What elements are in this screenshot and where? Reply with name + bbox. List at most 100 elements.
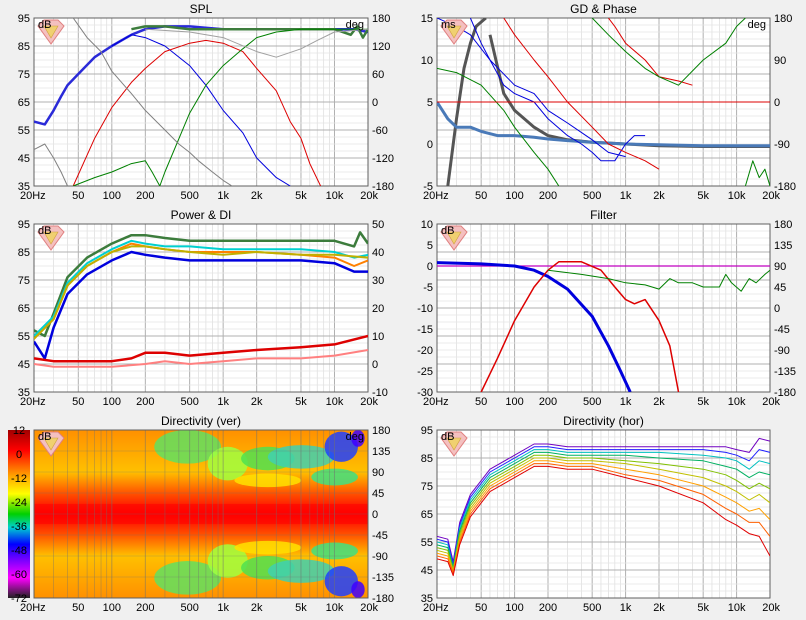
y2-tick-label: 180 <box>774 13 792 25</box>
x-tick-label: 10k <box>326 190 344 202</box>
x-tick-label: 100 <box>103 602 121 614</box>
y-tick-label: 65 <box>18 97 30 109</box>
y2-tick-label: 90 <box>774 261 786 273</box>
y-unit-label: dB <box>38 225 51 237</box>
x-tick-label: 20Hz <box>423 602 449 614</box>
y2-tick-label: 40 <box>372 247 384 259</box>
series-line <box>437 457 770 571</box>
series-line <box>131 25 368 39</box>
y2-tick-label: 180 <box>774 219 792 231</box>
y2-tick-label: -135 <box>372 572 394 584</box>
series-line <box>503 18 660 170</box>
y-tick-label: -5 <box>423 181 433 193</box>
y-tick-label: 0 <box>427 261 433 273</box>
x-tick-label: 100 <box>505 190 523 202</box>
y-tick-label: 45 <box>421 565 433 577</box>
y2-tick-label: 180 <box>372 425 390 437</box>
x-tick-label: 20k <box>360 602 378 614</box>
y-tick-label: -5 <box>423 282 433 294</box>
colorbar-tick: -36 <box>11 521 27 533</box>
x-tick-label: 2k <box>251 396 263 408</box>
heatmap-lobe <box>351 581 365 598</box>
y2-tick-label: -90 <box>774 345 790 357</box>
panel-title: GD & Phase <box>570 2 637 16</box>
y2-tick-label: 180 <box>372 13 390 25</box>
y2-tick-label: 90 <box>774 55 786 67</box>
x-tick-label: 20Hz <box>20 396 46 408</box>
y2-tick-label: -90 <box>372 551 388 563</box>
y-tick-label: 10 <box>421 55 433 67</box>
x-tick-label: 2k <box>251 602 263 614</box>
colorbar-tick: 12 <box>13 425 25 437</box>
y2-unit-label: deg <box>748 19 766 31</box>
y-unit-label: ms <box>441 19 456 31</box>
y-tick-label: 75 <box>421 481 433 493</box>
y2-tick-label: 0 <box>774 303 780 315</box>
y2-tick-label: -60 <box>372 125 388 137</box>
y-tick-label: -15 <box>417 324 433 336</box>
x-tick-label: 10k <box>728 190 746 202</box>
y2-tick-label: 0 <box>774 97 780 109</box>
x-tick-label: 500 <box>583 396 601 408</box>
x-tick-label: 100 <box>505 602 523 614</box>
series-line <box>437 460 770 574</box>
series-line <box>72 18 233 186</box>
series-line <box>437 67 560 186</box>
y-tick-label: 15 <box>421 13 433 25</box>
panel-dirhor: Directivity (hor) dB 20Hz 50 100 200 500 1k 2k 5k… <box>421 414 781 614</box>
y2-tick-label: 30 <box>372 275 384 287</box>
y-tick-label: 5 <box>427 240 433 252</box>
x-tick-label: 100 <box>103 396 121 408</box>
plot-border <box>33 429 369 599</box>
y-tick-label: 55 <box>18 331 30 343</box>
x-tick-label: 5k <box>697 190 709 202</box>
logo-icon-inner <box>446 25 462 39</box>
panel-title: SPL <box>190 2 213 16</box>
y-unit-label: dB <box>441 225 454 237</box>
series-line <box>744 160 770 186</box>
y2-tick-label: 60 <box>372 69 384 81</box>
y2-tick-label: 45 <box>774 282 786 294</box>
x-tick-label: 10k <box>326 602 344 614</box>
y2-tick-label: -180 <box>372 181 394 193</box>
x-tick-label: 10k <box>728 602 746 614</box>
x-tick-label: 20k <box>762 396 780 408</box>
y2-tick-label: -90 <box>774 139 790 151</box>
series-line <box>547 269 770 292</box>
series-line <box>34 349 368 368</box>
panel-title: Power & DI <box>171 208 232 222</box>
series-group <box>437 437 770 577</box>
panel-title: Filter <box>590 208 617 222</box>
x-tick-label: 10k <box>728 396 746 408</box>
x-tick-label: 20k <box>360 396 378 408</box>
x-tick-label: 200 <box>136 602 154 614</box>
x-tick-label: 5k <box>295 396 307 408</box>
heatmap-lobe <box>234 540 302 555</box>
y-tick-label: 55 <box>18 125 30 137</box>
series-line <box>608 18 693 86</box>
x-tick-label: 500 <box>180 190 198 202</box>
x-tick-label: 100 <box>505 396 523 408</box>
y-tick-label: 75 <box>18 69 30 81</box>
series-group <box>34 18 368 186</box>
x-tick-label: 50 <box>72 190 84 202</box>
y2-tick-label: -180 <box>774 181 796 193</box>
x-tick-label: 20k <box>762 190 780 202</box>
x-tick-label: 20k <box>762 602 780 614</box>
y2-tick-label: -180 <box>774 387 796 399</box>
x-tick-label: 100 <box>103 190 121 202</box>
series-line <box>437 18 626 158</box>
x-tick-label: 1k <box>620 602 632 614</box>
colorbar <box>8 430 30 598</box>
y-tick-label: 85 <box>18 41 30 53</box>
colorbar-tick: 0 <box>16 449 22 461</box>
logo-icon-inner <box>43 231 59 245</box>
y-unit-label: dB <box>38 19 51 31</box>
y2-unit-label: deg <box>346 431 364 443</box>
x-tick-label: 1k <box>620 190 632 202</box>
plot-border <box>33 223 369 393</box>
y2-tick-label: 0 <box>372 509 378 521</box>
